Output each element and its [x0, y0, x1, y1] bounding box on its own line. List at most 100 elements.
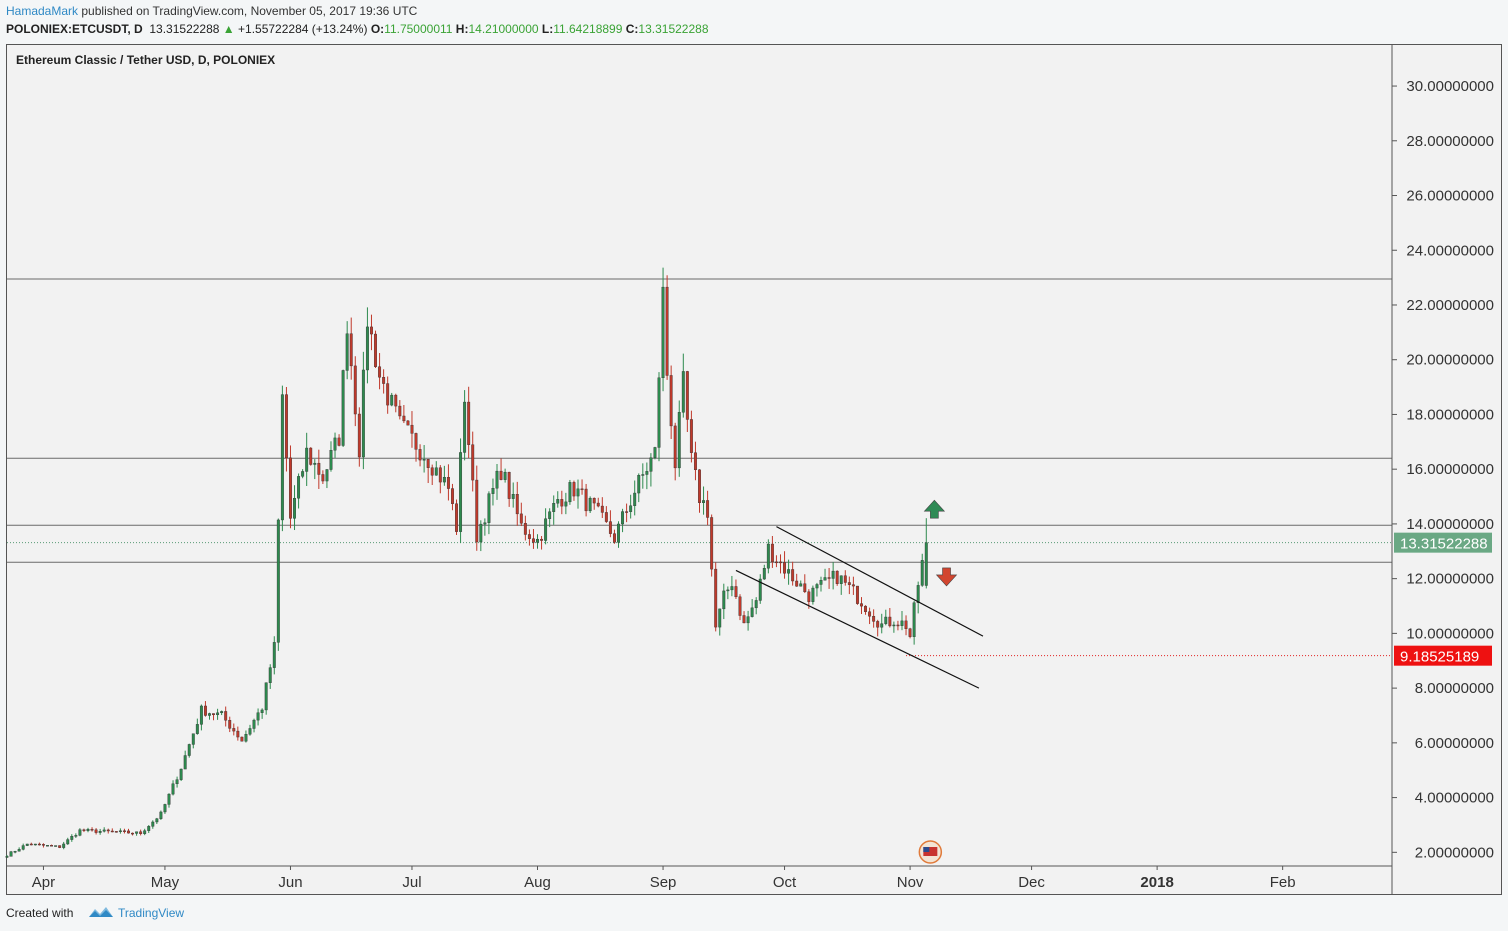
candle-body: [536, 538, 539, 543]
footer: Created with TradingView: [0, 898, 1508, 931]
candle-body: [78, 829, 82, 836]
candle-body: [645, 471, 649, 475]
candle-body: [681, 371, 685, 413]
chart-title: Ethereum Classic / Tether USD, D, POLONI…: [16, 53, 276, 67]
chart-header: HamadaMark published on TradingView.com,…: [0, 0, 1508, 44]
candle-body: [203, 705, 207, 716]
candle-body: [714, 568, 718, 628]
candle-body: [819, 580, 823, 585]
candle-body: [337, 437, 341, 446]
candle-body: [98, 831, 102, 833]
candle-body: [855, 585, 859, 604]
candle-body: [722, 590, 726, 610]
time-tick-label: Feb: [1270, 874, 1296, 891]
candle-body: [718, 608, 722, 628]
candle-body: [82, 829, 86, 831]
candle-body: [604, 512, 608, 522]
candle-body: [746, 616, 750, 624]
candle-body: [41, 844, 45, 846]
candle-body: [110, 830, 114, 833]
candle-body: [297, 476, 301, 499]
candle-body: [361, 369, 365, 458]
price-tick-label: 8.00000000: [1415, 680, 1494, 697]
candle-body: [357, 413, 361, 458]
low-label: L:: [541, 22, 554, 36]
candle-body: [527, 534, 531, 539]
open-value: 11.75000011: [384, 22, 453, 36]
candle-body: [738, 596, 742, 616]
candle-body: [276, 519, 280, 643]
candle-body: [900, 620, 904, 626]
candle-body: [5, 856, 9, 858]
candle-body: [70, 836, 74, 840]
candle-body: [483, 522, 487, 525]
candle-body: [216, 712, 220, 716]
axes: 30.00000000 28.00000000 26.00000000 24.0000…: [7, 45, 1494, 894]
candle-body: [641, 474, 645, 476]
candle-body: [552, 503, 556, 512]
candle-body: [479, 523, 483, 543]
candle-body: [584, 488, 588, 512]
candle-body: [406, 420, 410, 426]
candle-body: [884, 616, 888, 624]
candle-body: [455, 503, 458, 532]
candle-body: [252, 719, 256, 729]
candle-body: [876, 621, 880, 628]
tradingview-link[interactable]: TradingView: [118, 906, 185, 920]
candle-body: [495, 470, 499, 489]
candle-body: [118, 830, 122, 832]
chart-frame[interactable]: [6, 44, 1502, 895]
candle-body: [127, 830, 130, 834]
candle-body: [892, 624, 896, 627]
candle-body: [147, 826, 151, 831]
candle-body: [426, 459, 430, 468]
candle-body: [463, 401, 467, 453]
candle-body: [487, 493, 491, 523]
event-flag-icon-stripe: [923, 847, 938, 856]
price-tick-label: 24.00000000: [1406, 242, 1494, 259]
candle-body: [499, 470, 503, 480]
candle-body: [750, 607, 754, 617]
price-tick-label: 12.00000000: [1406, 571, 1494, 588]
author-link[interactable]: HamadaMark: [6, 4, 79, 18]
candle-body: [770, 543, 774, 563]
candle-body: [345, 333, 349, 371]
candle-body: [195, 724, 199, 734]
candle-body: [503, 471, 507, 480]
price-tick-label: 22.00000000: [1406, 297, 1494, 314]
current-price-label: 13.31522288: [1400, 536, 1488, 553]
high-value: 14.21000000: [468, 22, 539, 36]
price-tick-label: 26.00000000: [1406, 188, 1494, 205]
candle-body: [791, 569, 795, 582]
candle-body: [912, 602, 916, 637]
candle-body: [171, 783, 175, 795]
candle-body: [122, 830, 126, 832]
price-tick-label: 14.00000000: [1406, 516, 1494, 533]
candle-body: [669, 375, 673, 427]
candle-body: [62, 843, 66, 848]
candle-body: [864, 605, 867, 612]
candle-body: [706, 500, 710, 518]
candle-body: [540, 538, 544, 541]
open-label: O:: [370, 22, 385, 36]
time-tick-label: Jun: [278, 874, 302, 891]
created-with-label: Created with: [6, 906, 74, 920]
candle-body: [459, 452, 463, 532]
candle-body: [621, 511, 625, 525]
event-flag-icon-canton: [923, 847, 930, 852]
candle-body: [698, 469, 701, 503]
candle-body: [904, 620, 908, 629]
candle-body: [139, 831, 143, 834]
candle-body: [268, 667, 272, 683]
candle-body: [228, 720, 232, 729]
tradingview-logo-icon[interactable]: [88, 904, 114, 920]
candle-body: [414, 433, 418, 450]
price-tick-label: 6.00000000: [1415, 735, 1494, 752]
candle-body: [799, 583, 803, 587]
candle-body: [851, 584, 855, 587]
time-tick-label: Aug: [524, 874, 551, 891]
time-tick-label: 2018: [1140, 874, 1173, 891]
current-price-label-bg: [1394, 532, 1492, 553]
horizontal-levels: [7, 278, 1392, 657]
